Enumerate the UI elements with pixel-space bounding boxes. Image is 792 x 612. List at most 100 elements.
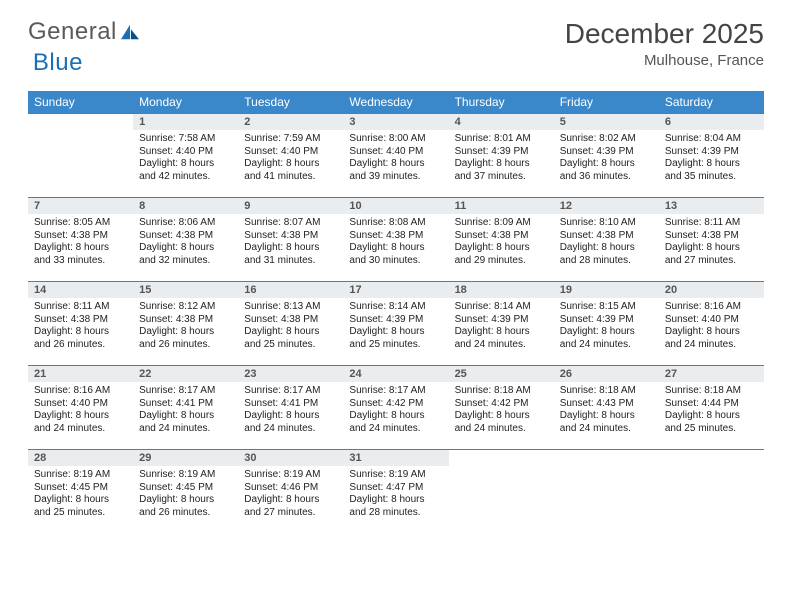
day-detail-line: and 24 minutes. (455, 423, 548, 436)
title-block: December 2025 Mulhouse, France (565, 18, 764, 69)
calendar-day-cell: 18Sunrise: 8:14 AMSunset: 4:39 PMDayligh… (449, 281, 554, 365)
calendar-day-cell: 13Sunrise: 8:11 AMSunset: 4:38 PMDayligh… (659, 197, 764, 281)
month-title: December 2025 (565, 18, 764, 50)
day-detail-line: and 42 minutes. (139, 171, 232, 184)
day-detail-line: Daylight: 8 hours (139, 242, 232, 255)
weekday-row: SundayMondayTuesdayWednesdayThursdayFrid… (28, 91, 764, 113)
day-details: Sunrise: 8:19 AMSunset: 4:45 PMDaylight:… (133, 466, 238, 523)
day-detail-line: Daylight: 8 hours (139, 494, 232, 507)
day-detail-line: and 25 minutes. (349, 339, 442, 352)
day-detail-line: Sunset: 4:39 PM (560, 314, 653, 327)
day-detail-line: Daylight: 8 hours (34, 410, 127, 423)
day-detail-line: Sunrise: 8:16 AM (34, 385, 127, 398)
day-detail-line: Daylight: 8 hours (665, 410, 758, 423)
day-detail-line: Sunrise: 8:11 AM (665, 217, 758, 230)
calendar-day-cell: 29Sunrise: 8:19 AMSunset: 4:45 PMDayligh… (133, 449, 238, 533)
day-detail-line: Sunset: 4:38 PM (34, 230, 127, 243)
day-number-bar: 11 (449, 197, 554, 214)
weekday-header: Tuesday (238, 91, 343, 113)
day-detail-line: Daylight: 8 hours (455, 158, 548, 171)
day-detail-line: Daylight: 8 hours (349, 410, 442, 423)
calendar-day-cell: 31Sunrise: 8:19 AMSunset: 4:47 PMDayligh… (343, 449, 448, 533)
day-details: Sunrise: 8:00 AMSunset: 4:40 PMDaylight:… (343, 130, 448, 187)
day-detail-line: Sunset: 4:43 PM (560, 398, 653, 411)
day-detail-line: Sunrise: 7:59 AM (244, 133, 337, 146)
calendar-week-row: 21Sunrise: 8:16 AMSunset: 4:40 PMDayligh… (28, 365, 764, 449)
calendar-week-row: 1Sunrise: 7:58 AMSunset: 4:40 PMDaylight… (28, 113, 764, 197)
day-detail-line: Daylight: 8 hours (560, 326, 653, 339)
day-detail-line: Sunrise: 8:17 AM (349, 385, 442, 398)
day-details: Sunrise: 8:17 AMSunset: 4:41 PMDaylight:… (133, 382, 238, 439)
day-detail-line: Sunrise: 8:06 AM (139, 217, 232, 230)
day-number-bar: 26 (554, 365, 659, 382)
calendar-table: SundayMondayTuesdayWednesdayThursdayFrid… (28, 91, 764, 533)
day-detail-line: and 36 minutes. (560, 171, 653, 184)
day-number-bar: 7 (28, 197, 133, 214)
day-detail-line: Daylight: 8 hours (455, 410, 548, 423)
day-detail-line: and 24 minutes. (244, 423, 337, 436)
day-detail-line: Sunset: 4:45 PM (139, 482, 232, 495)
day-detail-line: Daylight: 8 hours (560, 410, 653, 423)
calendar-week-row: 28Sunrise: 8:19 AMSunset: 4:45 PMDayligh… (28, 449, 764, 533)
calendar-day-cell: 1Sunrise: 7:58 AMSunset: 4:40 PMDaylight… (133, 113, 238, 197)
weekday-header: Saturday (659, 91, 764, 113)
day-number-bar: 4 (449, 113, 554, 130)
day-detail-line: and 35 minutes. (665, 171, 758, 184)
day-detail-line: Sunset: 4:39 PM (455, 314, 548, 327)
day-detail-line: Sunset: 4:46 PM (244, 482, 337, 495)
location-label: Mulhouse, France (565, 52, 764, 69)
day-detail-line: Sunrise: 8:12 AM (139, 301, 232, 314)
day-detail-line: Sunrise: 8:14 AM (349, 301, 442, 314)
day-number-bar: 14 (28, 281, 133, 298)
day-detail-line: and 24 minutes. (665, 339, 758, 352)
day-detail-line: and 24 minutes. (34, 423, 127, 436)
day-detail-line: Daylight: 8 hours (244, 326, 337, 339)
day-details: Sunrise: 8:18 AMSunset: 4:44 PMDaylight:… (659, 382, 764, 439)
day-detail-line: and 37 minutes. (455, 171, 548, 184)
calendar-week-row: 7Sunrise: 8:05 AMSunset: 4:38 PMDaylight… (28, 197, 764, 281)
calendar-day-cell: 4Sunrise: 8:01 AMSunset: 4:39 PMDaylight… (449, 113, 554, 197)
calendar-day-cell (28, 113, 133, 197)
day-number-bar: 23 (238, 365, 343, 382)
day-detail-line: Daylight: 8 hours (34, 494, 127, 507)
day-detail-line: Sunrise: 8:19 AM (244, 469, 337, 482)
day-detail-line: Sunrise: 8:02 AM (560, 133, 653, 146)
calendar-day-cell: 3Sunrise: 8:00 AMSunset: 4:40 PMDaylight… (343, 113, 448, 197)
weekday-header: Wednesday (343, 91, 448, 113)
calendar-body: 1Sunrise: 7:58 AMSunset: 4:40 PMDaylight… (28, 113, 764, 533)
day-number-bar (449, 449, 554, 466)
day-number-bar: 6 (659, 113, 764, 130)
calendar-day-cell: 26Sunrise: 8:18 AMSunset: 4:43 PMDayligh… (554, 365, 659, 449)
day-detail-line: Sunrise: 8:04 AM (665, 133, 758, 146)
day-detail-line: Sunset: 4:38 PM (244, 230, 337, 243)
day-details: Sunrise: 8:04 AMSunset: 4:39 PMDaylight:… (659, 130, 764, 187)
day-detail-line: and 39 minutes. (349, 171, 442, 184)
day-number-bar: 21 (28, 365, 133, 382)
calendar-week-row: 14Sunrise: 8:11 AMSunset: 4:38 PMDayligh… (28, 281, 764, 365)
day-number-bar (659, 449, 764, 466)
day-number-bar: 25 (449, 365, 554, 382)
weekday-header: Friday (554, 91, 659, 113)
day-detail-line: and 29 minutes. (455, 255, 548, 268)
day-number-bar: 19 (554, 281, 659, 298)
day-detail-line: Sunrise: 8:18 AM (665, 385, 758, 398)
day-detail-line: Sunrise: 8:19 AM (34, 469, 127, 482)
day-detail-line: Sunrise: 8:19 AM (139, 469, 232, 482)
day-details: Sunrise: 8:10 AMSunset: 4:38 PMDaylight:… (554, 214, 659, 271)
day-detail-line: Daylight: 8 hours (139, 158, 232, 171)
day-details: Sunrise: 8:01 AMSunset: 4:39 PMDaylight:… (449, 130, 554, 187)
day-detail-line: Sunset: 4:47 PM (349, 482, 442, 495)
day-details: Sunrise: 8:02 AMSunset: 4:39 PMDaylight:… (554, 130, 659, 187)
day-details: Sunrise: 8:13 AMSunset: 4:38 PMDaylight:… (238, 298, 343, 355)
day-detail-line: Daylight: 8 hours (665, 242, 758, 255)
calendar-day-cell: 11Sunrise: 8:09 AMSunset: 4:38 PMDayligh… (449, 197, 554, 281)
day-detail-line: Sunset: 4:41 PM (244, 398, 337, 411)
day-number-bar: 12 (554, 197, 659, 214)
calendar-day-cell: 12Sunrise: 8:10 AMSunset: 4:38 PMDayligh… (554, 197, 659, 281)
day-detail-line: Daylight: 8 hours (244, 158, 337, 171)
day-detail-line: Sunrise: 8:16 AM (665, 301, 758, 314)
day-number-bar (28, 113, 133, 130)
day-detail-line: Daylight: 8 hours (455, 326, 548, 339)
day-detail-line: and 33 minutes. (34, 255, 127, 268)
calendar-day-cell: 14Sunrise: 8:11 AMSunset: 4:38 PMDayligh… (28, 281, 133, 365)
